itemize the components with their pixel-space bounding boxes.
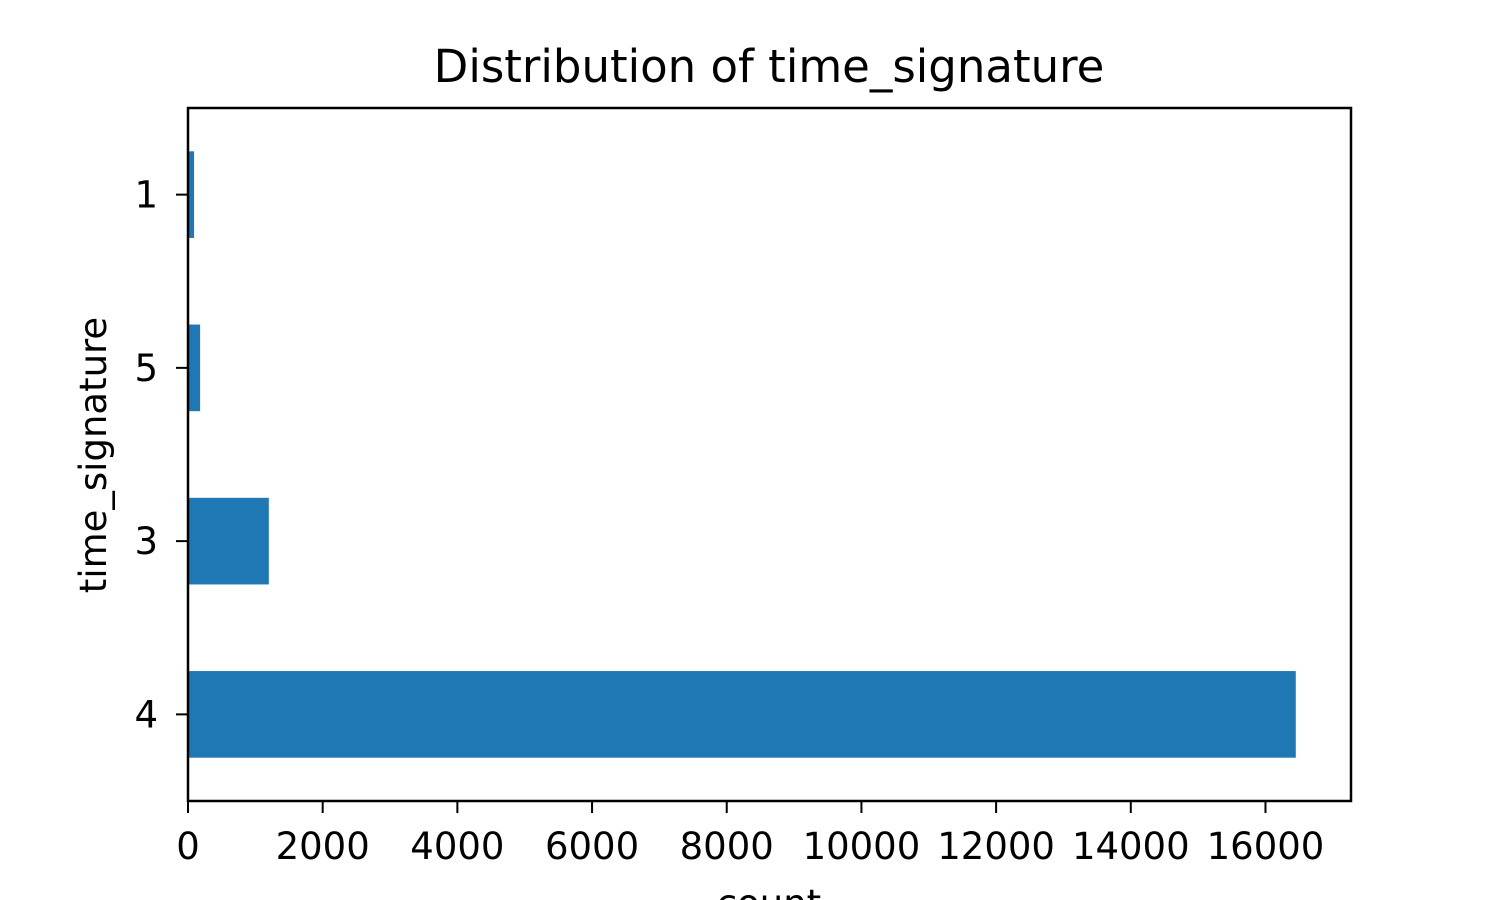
bar-3 — [188, 497, 269, 585]
y-tick-label: 1 — [134, 174, 158, 217]
bar-4 — [188, 671, 1296, 758]
bars-group — [188, 151, 1296, 758]
chart-title: Distribution of time_signature — [434, 40, 1105, 93]
x-axis-ticks: 0 2000 4000 6000 8000 10000 12000 14000 16000 — [176, 801, 1324, 868]
x-axis-label: count — [717, 882, 821, 900]
plot-frame — [186, 106, 1353, 803]
y-axis-label: time_signature — [72, 317, 115, 593]
x-tick-label: 12000 — [937, 825, 1055, 868]
bar-5 — [188, 324, 201, 412]
y-tick-label: 4 — [134, 693, 158, 736]
y-tick-label: 5 — [134, 347, 158, 390]
x-tick-label: 2000 — [276, 825, 370, 868]
x-tick-label: 16000 — [1207, 825, 1325, 868]
y-tick-label: 3 — [134, 520, 158, 563]
x-tick-label: 8000 — [680, 825, 774, 868]
x-tick-label: 0 — [176, 825, 200, 868]
bar-1 — [188, 151, 195, 238]
y-axis-ticks: 4 3 5 1 — [134, 174, 188, 736]
x-tick-label: 10000 — [803, 825, 921, 868]
x-tick-label: 14000 — [1072, 825, 1190, 868]
x-tick-label: 6000 — [545, 825, 639, 868]
x-tick-label: 4000 — [410, 825, 504, 868]
